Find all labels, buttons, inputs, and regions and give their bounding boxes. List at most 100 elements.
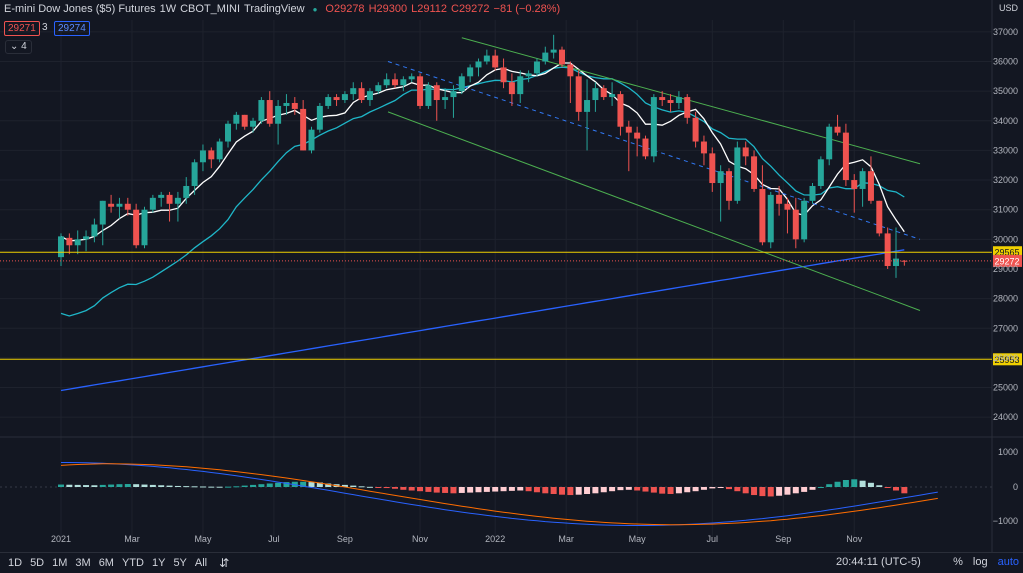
macd-histogram-bar xyxy=(500,487,507,492)
macd-histogram-bar xyxy=(592,487,599,494)
macd-histogram-bar xyxy=(734,487,741,492)
time-label: Nov xyxy=(846,534,863,544)
candle-body xyxy=(166,194,173,204)
macd-histogram-bar xyxy=(642,487,649,492)
timeframe-button-1y[interactable]: 1Y xyxy=(151,557,166,569)
timeframe-buttons: 1D 5D 1M 3M 6M YTD 1Y 5Y All xyxy=(0,557,207,569)
candle-body xyxy=(617,94,624,127)
price-tick-label: 25000 xyxy=(993,383,1018,393)
interval-label[interactable]: 1W xyxy=(159,3,177,15)
macd-histogram-bar xyxy=(867,482,874,487)
candle-body xyxy=(83,236,90,240)
macd-histogram-bar xyxy=(183,486,190,488)
macd-histogram-bar xyxy=(433,487,440,493)
candle-body xyxy=(876,200,883,234)
candle-body xyxy=(851,180,858,189)
macd-histogram-bar xyxy=(174,485,181,487)
macd-histogram-bar xyxy=(442,487,449,493)
macd-histogram-bar xyxy=(700,487,707,490)
auto-toggle[interactable]: auto xyxy=(997,556,1019,568)
macd-histogram-bar xyxy=(650,487,657,493)
price-tick-label: 26000 xyxy=(993,353,1018,363)
price-tick-label: 24000 xyxy=(993,412,1018,422)
date-range-icon[interactable]: ⇵ xyxy=(219,556,230,570)
macd-histogram-bar xyxy=(767,487,774,497)
macd-line xyxy=(61,462,938,526)
price-tick-label: 34000 xyxy=(993,116,1018,126)
currency-label[interactable]: USD xyxy=(999,3,1019,13)
symbol-title[interactable]: E-mini Dow Jones ($5) Futures xyxy=(4,3,156,15)
indicators-collapse-button[interactable]: ⌄ 4 xyxy=(5,40,32,54)
macd-histogram-bar xyxy=(884,487,891,488)
candle-body xyxy=(408,76,415,80)
macd-histogram-bar xyxy=(383,487,390,489)
change-value: −81 (−0.28%) xyxy=(493,3,561,15)
price-tick-label: 29000 xyxy=(993,264,1018,274)
macd-histogram-bar xyxy=(199,486,206,488)
timeframe-button-5y[interactable]: 5Y xyxy=(173,557,187,569)
macd-histogram-bar xyxy=(675,487,682,494)
clock[interactable]: 20:44:11 (UTC-5) xyxy=(836,556,921,568)
log-toggle[interactable]: log xyxy=(972,556,988,568)
macd-histogram-bar xyxy=(617,487,624,491)
candle-body xyxy=(792,209,799,240)
timeframe-button-3m[interactable]: 3M xyxy=(75,557,91,569)
macd-histogram-bar xyxy=(358,486,365,488)
macd-histogram-bar xyxy=(809,487,816,490)
bid-button[interactable]: 29271 xyxy=(4,21,40,36)
candle-body xyxy=(751,156,758,189)
ask-button[interactable]: 29274 xyxy=(54,21,90,36)
macd-histogram-bar xyxy=(901,487,908,494)
macd-histogram-bar xyxy=(742,487,749,494)
price-marker-bg xyxy=(993,353,1022,366)
candle-body xyxy=(508,82,515,95)
price-tick-label: 35000 xyxy=(993,86,1018,96)
macd-histogram-bar xyxy=(124,484,131,487)
candle-body xyxy=(492,55,499,68)
macd-histogram-bar xyxy=(483,487,490,492)
macd-histogram-bar xyxy=(559,487,565,495)
macd-histogram-bar xyxy=(467,487,474,493)
macd-histogram-bar xyxy=(300,481,307,487)
macd-histogram-bar xyxy=(842,480,849,487)
candle-body xyxy=(717,171,724,184)
macd-histogram-bar xyxy=(283,482,290,487)
candle-body xyxy=(450,91,457,98)
percent-toggle[interactable]: % xyxy=(953,556,963,568)
candle-body xyxy=(817,159,824,186)
macd-histogram-bar xyxy=(567,487,574,496)
timeframe-button-all[interactable]: All xyxy=(194,557,208,569)
candle-body xyxy=(567,64,574,77)
candle-body xyxy=(233,114,240,124)
candle-body xyxy=(609,94,616,98)
candle-body xyxy=(158,194,165,198)
timeframe-button-5d[interactable]: 5D xyxy=(30,557,45,569)
candle-body xyxy=(375,85,382,92)
macd-histogram-bar xyxy=(108,484,115,487)
macd-tick-label: 0 xyxy=(1013,482,1018,492)
price-marker-label: 29272 xyxy=(994,256,1019,266)
timeframe-button-1m[interactable]: 1M xyxy=(52,557,68,569)
candle-body xyxy=(575,76,582,112)
price-marker-label: 25953 xyxy=(994,355,1019,365)
time-label: Mar xyxy=(558,534,574,544)
timeframe-button-6m[interactable]: 6M xyxy=(98,557,114,569)
macd-histogram-bar xyxy=(759,487,766,497)
macd-histogram-bar xyxy=(458,487,465,493)
candle-body xyxy=(333,97,340,101)
timeframe-button-ytd[interactable]: YTD xyxy=(121,557,144,569)
price-tick-label: 27000 xyxy=(993,323,1018,333)
candle-body xyxy=(734,147,741,201)
macd-histogram-bar xyxy=(801,487,808,492)
candle-body xyxy=(867,171,874,201)
candle-body xyxy=(91,224,98,237)
macd-histogram-bar xyxy=(166,485,173,487)
macd-histogram-bar xyxy=(826,484,833,487)
timeframe-button-1d[interactable]: 1D xyxy=(8,557,23,569)
market-status-icon: ● xyxy=(312,4,318,14)
candle-body xyxy=(784,203,791,210)
signal-line xyxy=(60,463,938,526)
candle-body xyxy=(684,97,691,118)
spread-value: 3 xyxy=(42,22,48,33)
